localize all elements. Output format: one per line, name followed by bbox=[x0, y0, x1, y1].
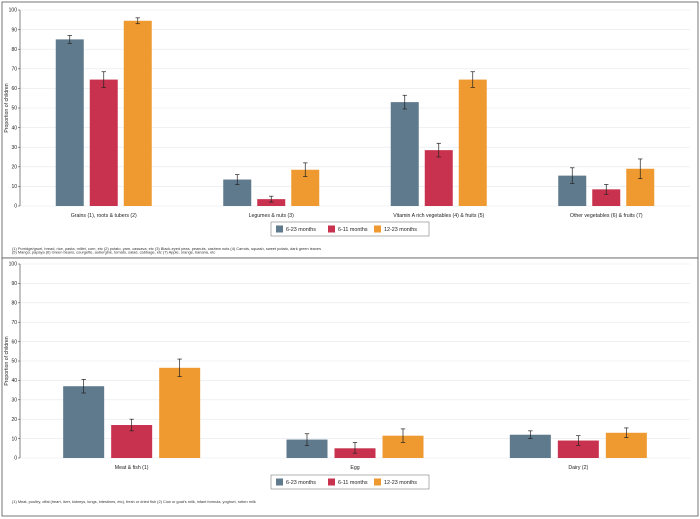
bar bbox=[509, 434, 551, 458]
footnote: (1) Porridge/gruel, bread, rice, pasta, … bbox=[12, 246, 321, 251]
footnote: (5) Mango, papaya (6) Green beans, courg… bbox=[12, 250, 215, 255]
x-category-label: Legumes & nuts (3) bbox=[249, 213, 295, 219]
y-tick-label: 40 bbox=[11, 378, 17, 384]
panel-frame bbox=[1, 257, 699, 517]
chart-bottom: 0 10 20 30 40 50 60 70 80 90 100 Proportion of chil… bbox=[1, 257, 699, 517]
y-tick-label: 0 bbox=[14, 204, 17, 210]
bar bbox=[592, 189, 621, 206]
y-tick-label: 0 bbox=[14, 456, 17, 462]
x-category-label: Grains (1), roots & tubers (2) bbox=[71, 213, 137, 219]
y-tick-label: 10 bbox=[11, 184, 17, 190]
legend-swatch bbox=[374, 478, 381, 486]
x-category-label: Egg bbox=[350, 465, 359, 471]
y-tick-label: 60 bbox=[11, 86, 17, 92]
y-tick-label: 100 bbox=[9, 8, 18, 14]
legend-swatch bbox=[374, 225, 381, 233]
bar bbox=[55, 39, 84, 207]
x-category-label: Meat & fish (1) bbox=[115, 465, 149, 471]
bar bbox=[390, 102, 419, 206]
x-category-label: Dairy (2) bbox=[568, 465, 588, 471]
legend-label: 6-23 months bbox=[286, 227, 316, 233]
y-tick-label: 80 bbox=[11, 301, 17, 307]
y-tick-label: 100 bbox=[9, 262, 18, 268]
y-tick-label: 30 bbox=[11, 398, 17, 404]
legend-swatch bbox=[276, 478, 283, 486]
legend-label: 6-11 months bbox=[338, 480, 368, 486]
y-tick-label: 90 bbox=[11, 27, 17, 33]
bar bbox=[557, 440, 599, 458]
legend-label: 12-23 months bbox=[384, 480, 417, 486]
y-axis-label: Proportion of children bbox=[4, 83, 10, 132]
bar bbox=[123, 20, 152, 207]
bar bbox=[286, 439, 328, 458]
legend-swatch bbox=[276, 225, 283, 233]
y-tick-label: 30 bbox=[11, 145, 17, 151]
y-tick-label: 90 bbox=[11, 281, 17, 287]
y-tick-label: 40 bbox=[11, 125, 17, 131]
bar bbox=[257, 199, 286, 206]
legend-label: 6-23 months bbox=[286, 480, 316, 486]
y-tick-label: 50 bbox=[11, 106, 17, 112]
y-tick-label: 70 bbox=[11, 320, 17, 326]
x-category-label: Other vegetables (6) & fruits (7) bbox=[570, 213, 643, 219]
y-axis-label: Proportion of children bbox=[4, 336, 10, 385]
legend-swatch bbox=[328, 478, 335, 486]
y-tick-label: 20 bbox=[11, 165, 17, 171]
legend bbox=[270, 474, 430, 490]
panel-frame bbox=[1, 1, 699, 259]
legend bbox=[270, 221, 430, 237]
bar bbox=[458, 79, 487, 206]
bar bbox=[424, 150, 453, 206]
footnote: (1) Meat, poultry, offal (heart, liver, … bbox=[12, 499, 256, 504]
bar bbox=[382, 435, 424, 458]
legend-label: 12-23 months bbox=[384, 227, 417, 233]
y-tick-label: 20 bbox=[11, 417, 17, 423]
x-category-label: Vitamin A rich vegetables (4) & fruits (… bbox=[393, 213, 484, 219]
bar bbox=[89, 79, 118, 206]
chart-top: 0 10 20 30 40 50 60 70 80 90 100 Proportion of chil… bbox=[1, 1, 699, 259]
y-tick-label: 70 bbox=[11, 67, 17, 73]
y-tick-label: 50 bbox=[11, 359, 17, 365]
y-tick-label: 10 bbox=[11, 436, 17, 442]
legend-label: 6-11 months bbox=[338, 227, 368, 233]
y-tick-label: 80 bbox=[11, 47, 17, 53]
bar bbox=[159, 367, 201, 458]
y-tick-label: 60 bbox=[11, 339, 17, 345]
legend-swatch bbox=[328, 225, 335, 233]
bar bbox=[63, 386, 105, 458]
